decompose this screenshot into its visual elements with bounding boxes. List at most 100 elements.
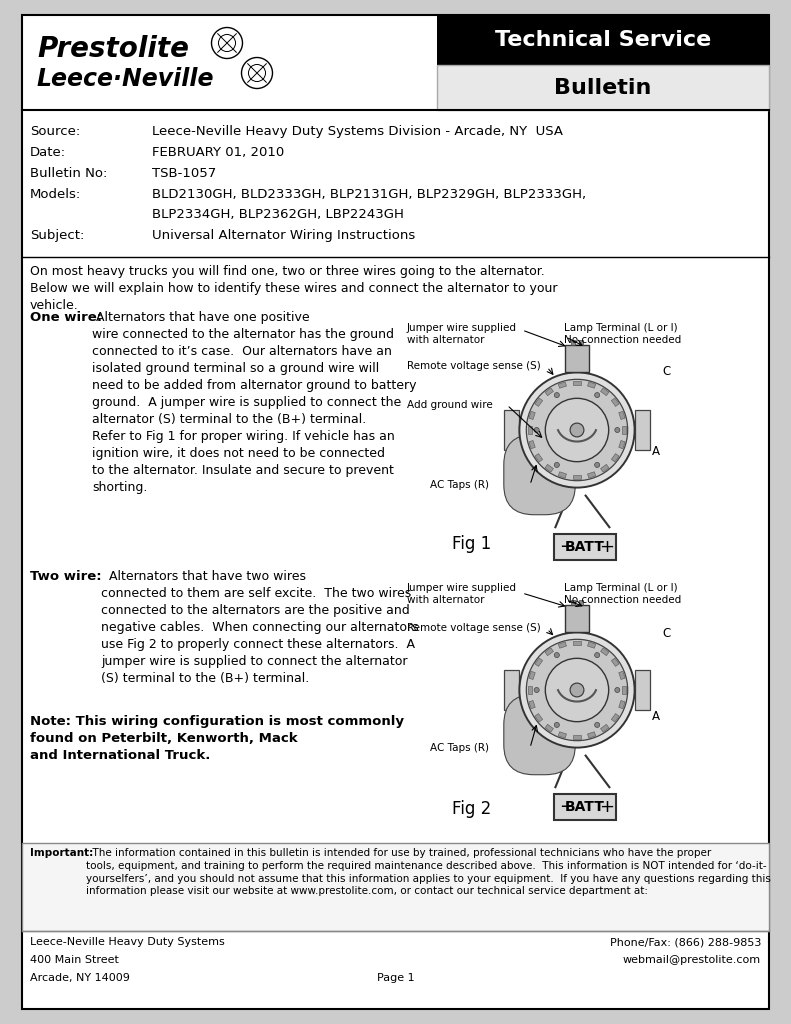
Circle shape [595,392,600,397]
Text: BATT: BATT [565,540,605,554]
Bar [600,388,609,395]
Bar [611,454,619,462]
Text: Bulletin No:: Bulletin No: [30,167,108,180]
Text: TSB-1057: TSB-1057 [152,167,216,180]
Text: BLP2334GH, BLP2362GH, LBP2243GH: BLP2334GH, BLP2362GH, LBP2243GH [152,208,404,221]
Text: +: + [599,538,614,556]
Text: Two wire:: Two wire: [30,570,101,583]
FancyBboxPatch shape [566,605,589,633]
Circle shape [534,427,539,432]
Text: Important:: Important: [30,848,93,858]
Text: +: + [599,798,614,816]
Bar [558,732,566,738]
Text: Note: This wiring configuration is most commonly
found on Peterbilt, Kenworth, M: Note: This wiring configuration is most … [30,715,404,762]
Bar [529,412,536,420]
Text: A: A [652,445,660,458]
Circle shape [520,373,634,487]
FancyBboxPatch shape [437,15,769,65]
Bar [529,440,536,449]
Text: Source:: Source: [30,125,80,138]
Bar [504,670,520,711]
Text: −: − [559,798,574,816]
Text: Remote voltage sense (S): Remote voltage sense (S) [407,361,541,371]
Text: Fig 1: Fig 1 [452,535,491,553]
Text: AC Taps (R): AC Taps (R) [430,743,489,753]
Text: The information contained in this bulletin is intended for use by trained, profe: The information contained in this bullet… [86,848,771,896]
Circle shape [615,427,620,432]
Bar [573,641,581,645]
Circle shape [554,463,559,467]
Text: Arcade, NY 14009: Arcade, NY 14009 [30,973,130,983]
Bar [535,658,543,667]
Text: Models:: Models: [30,188,81,201]
Circle shape [554,652,559,657]
Text: Fig 2: Fig 2 [452,800,491,818]
Bar [600,724,609,732]
Text: Add ground wire: Add ground wire [407,400,493,410]
Text: C: C [662,365,670,378]
Circle shape [534,687,539,692]
FancyBboxPatch shape [22,15,769,1009]
FancyBboxPatch shape [554,535,615,559]
FancyBboxPatch shape [22,843,769,931]
Text: On most heavy trucks you will find one, two or three wires going to the alternat: On most heavy trucks you will find one, … [30,265,558,312]
Text: Leece-Neville Heavy Duty Systems: Leece-Neville Heavy Duty Systems [30,937,225,947]
Text: Page 1: Page 1 [377,973,414,983]
Text: 400 Main Street: 400 Main Street [30,955,119,965]
FancyBboxPatch shape [554,795,615,819]
Circle shape [595,463,600,467]
Bar [535,398,543,407]
Circle shape [570,683,584,697]
Bar [622,426,626,433]
Text: Lamp Terminal (L or I)
No connection needed: Lamp Terminal (L or I) No connection nee… [564,583,681,605]
FancyBboxPatch shape [504,694,575,775]
Text: Date:: Date: [30,146,66,159]
Text: Jumper wire supplied
with alternator: Jumper wire supplied with alternator [407,583,517,605]
Text: Jumper wire supplied
with alternator: Jumper wire supplied with alternator [407,323,517,345]
Circle shape [595,652,600,657]
Bar [535,714,543,722]
Circle shape [615,687,620,692]
Bar [545,388,554,395]
Text: Prestolite: Prestolite [37,35,189,63]
Bar [545,724,554,732]
Bar [611,398,619,407]
Bar [558,642,566,648]
Text: Bulletin: Bulletin [554,78,652,98]
Bar [600,464,609,472]
Bar [570,600,575,605]
Bar [579,600,584,605]
Text: Technical Service: Technical Service [495,30,711,50]
Bar [619,700,625,709]
Bar [573,735,581,739]
Bar [619,440,625,449]
Text: AC Taps (R): AC Taps (R) [430,480,489,490]
Circle shape [520,633,634,748]
Bar [600,648,609,655]
Bar [558,472,566,478]
Bar [558,382,566,388]
FancyBboxPatch shape [504,434,575,515]
Bar [588,382,596,388]
FancyBboxPatch shape [566,345,589,373]
Text: Leece·Neville: Leece·Neville [37,67,214,91]
Bar [570,340,575,345]
Bar [529,672,536,680]
Bar [529,700,536,709]
Bar [588,472,596,478]
Text: Phone/Fax: (866) 288-9853: Phone/Fax: (866) 288-9853 [610,937,761,947]
Circle shape [595,722,600,727]
Text: Remote voltage sense (S): Remote voltage sense (S) [407,623,541,633]
Text: Alternators that have one positive
wire connected to the alternator has the grou: Alternators that have one positive wire … [92,311,417,494]
Circle shape [545,658,609,722]
Circle shape [554,392,559,397]
Bar [528,426,532,433]
Bar [634,410,650,451]
Circle shape [526,379,628,480]
Text: C: C [662,627,670,640]
Bar [579,340,584,345]
Text: Lamp Terminal (L or I)
No connection needed: Lamp Terminal (L or I) No connection nee… [564,323,681,345]
Text: Leece-Neville Heavy Duty Systems Division - Arcade, NY  USA: Leece-Neville Heavy Duty Systems Divisio… [152,125,563,138]
Bar [545,464,554,472]
Bar [619,672,625,680]
